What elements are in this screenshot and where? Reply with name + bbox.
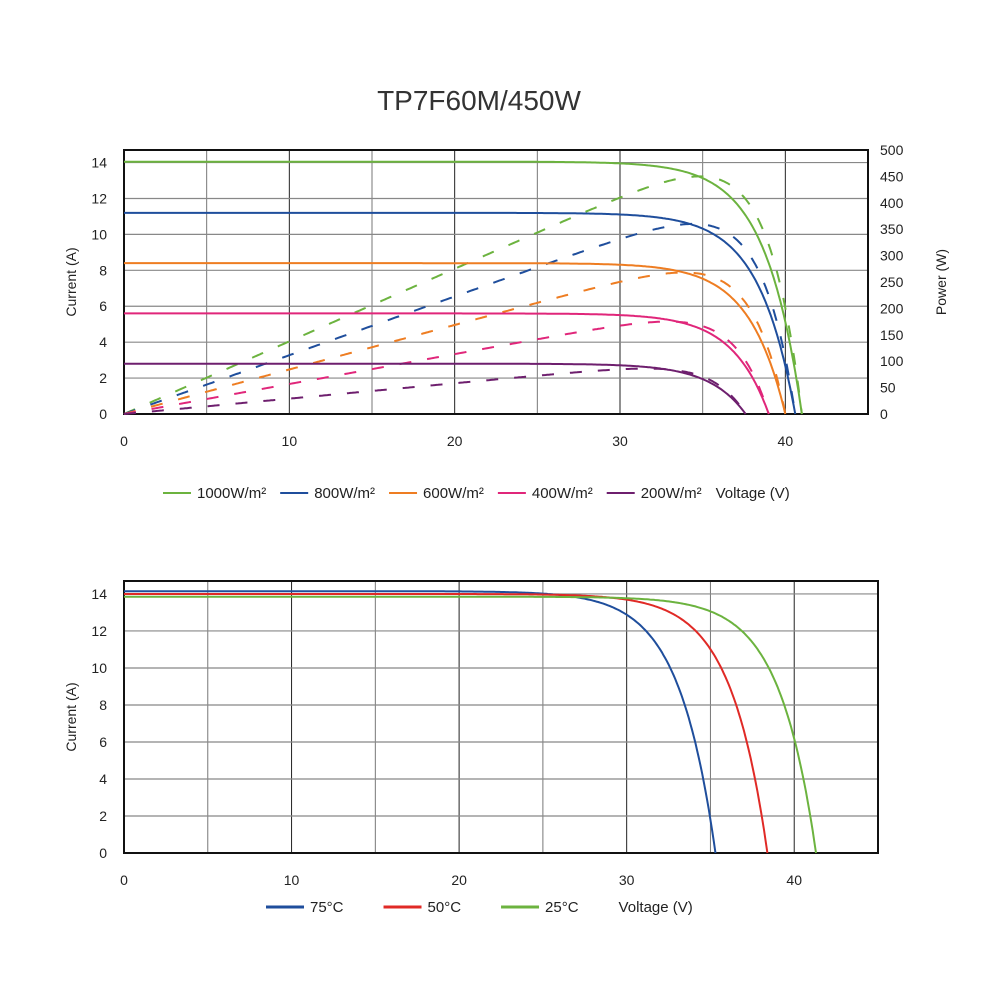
legend-label: 1000W/m² (197, 485, 266, 502)
x-tick-label: 0 (120, 433, 128, 449)
y2-axis-label: Power (W) (933, 249, 949, 315)
y-tick-label: 4 (99, 334, 107, 350)
y-tick-label: 10 (91, 660, 107, 676)
legend-label: 200W/m² (641, 485, 702, 502)
temperature-chart: 0 10 20 30 40 0 2 4 6 8 10 12 14 Current (A) 75°C 50°C 2… (63, 580, 879, 916)
current-curve-200Wm (124, 362, 747, 415)
y-tick-label: 14 (91, 155, 107, 171)
y2-tick-label: 350 (880, 221, 904, 237)
x-tick-label: 30 (612, 433, 628, 449)
y2-tick-label: 500 (880, 142, 904, 158)
current-curve-1000Wm (124, 160, 803, 415)
y-tick-label: 8 (99, 697, 107, 713)
y2-tick-label: 400 (880, 195, 904, 211)
current-curve-25C (124, 595, 817, 854)
y-tick-label: 2 (99, 808, 107, 824)
y2-tick-label: 50 (880, 380, 896, 396)
current-curve-400Wm (124, 312, 770, 415)
y-tick-label: 0 (99, 845, 107, 861)
plot-frame (123, 149, 869, 415)
legend-label: 50°C (428, 899, 462, 916)
y2-tick-label: 0 (880, 406, 888, 422)
y2-tick-label: 450 (880, 168, 904, 184)
legend-label: 600W/m² (423, 485, 484, 502)
y-tick-label: 4 (99, 771, 107, 787)
current-curve-800Wm (124, 211, 797, 415)
legend-x-axis-label: Voltage (V) (716, 485, 790, 502)
chart-title: TP7F60M/450W (377, 85, 581, 116)
y-tick-label: 12 (91, 190, 107, 206)
y-tick-label: 8 (99, 262, 107, 278)
x-tick-label: 20 (451, 872, 467, 888)
legend-label: 400W/m² (532, 485, 593, 502)
legend-x-axis-label: Voltage (V) (619, 899, 693, 916)
y-axis-label: Current (A) (63, 682, 79, 751)
y2-tick-label: 250 (880, 274, 904, 290)
x-tick-label: 10 (282, 433, 298, 449)
y2-tick-label: 150 (880, 327, 904, 343)
x-tick-label: 10 (284, 872, 300, 888)
current-curve-50C (124, 593, 769, 854)
x-tick-label: 40 (778, 433, 794, 449)
x-tick-label: 0 (120, 872, 128, 888)
power-curve-400Wm (123, 320, 770, 415)
power-curve-600Wm (123, 271, 787, 415)
legend-label: 25°C (545, 899, 579, 916)
y-tick-label: 10 (91, 226, 107, 242)
y-tick-label: 14 (91, 586, 107, 602)
legend-label: 800W/m² (314, 485, 375, 502)
y-tick-label: 2 (99, 370, 107, 386)
y2-tick-label: 200 (880, 300, 904, 316)
current-curve-600Wm (124, 262, 787, 415)
power-curve-800Wm (123, 222, 797, 415)
y2-tick-label: 300 (880, 248, 904, 264)
power-curve-200Wm (123, 367, 747, 415)
plot-frame (123, 580, 879, 854)
legend-label: 75°C (310, 899, 344, 916)
x-tick-label: 40 (786, 872, 802, 888)
current-curve-75C (124, 590, 717, 854)
y2-tick-label: 100 (880, 353, 904, 369)
y-tick-label: 0 (99, 406, 107, 422)
y-tick-label: 6 (99, 734, 107, 750)
y-tick-label: 6 (99, 298, 107, 314)
y-tick-label: 12 (91, 623, 107, 639)
y-axis-label: Current (A) (63, 247, 79, 316)
x-tick-label: 30 (619, 872, 635, 888)
x-tick-label: 20 (447, 433, 463, 449)
